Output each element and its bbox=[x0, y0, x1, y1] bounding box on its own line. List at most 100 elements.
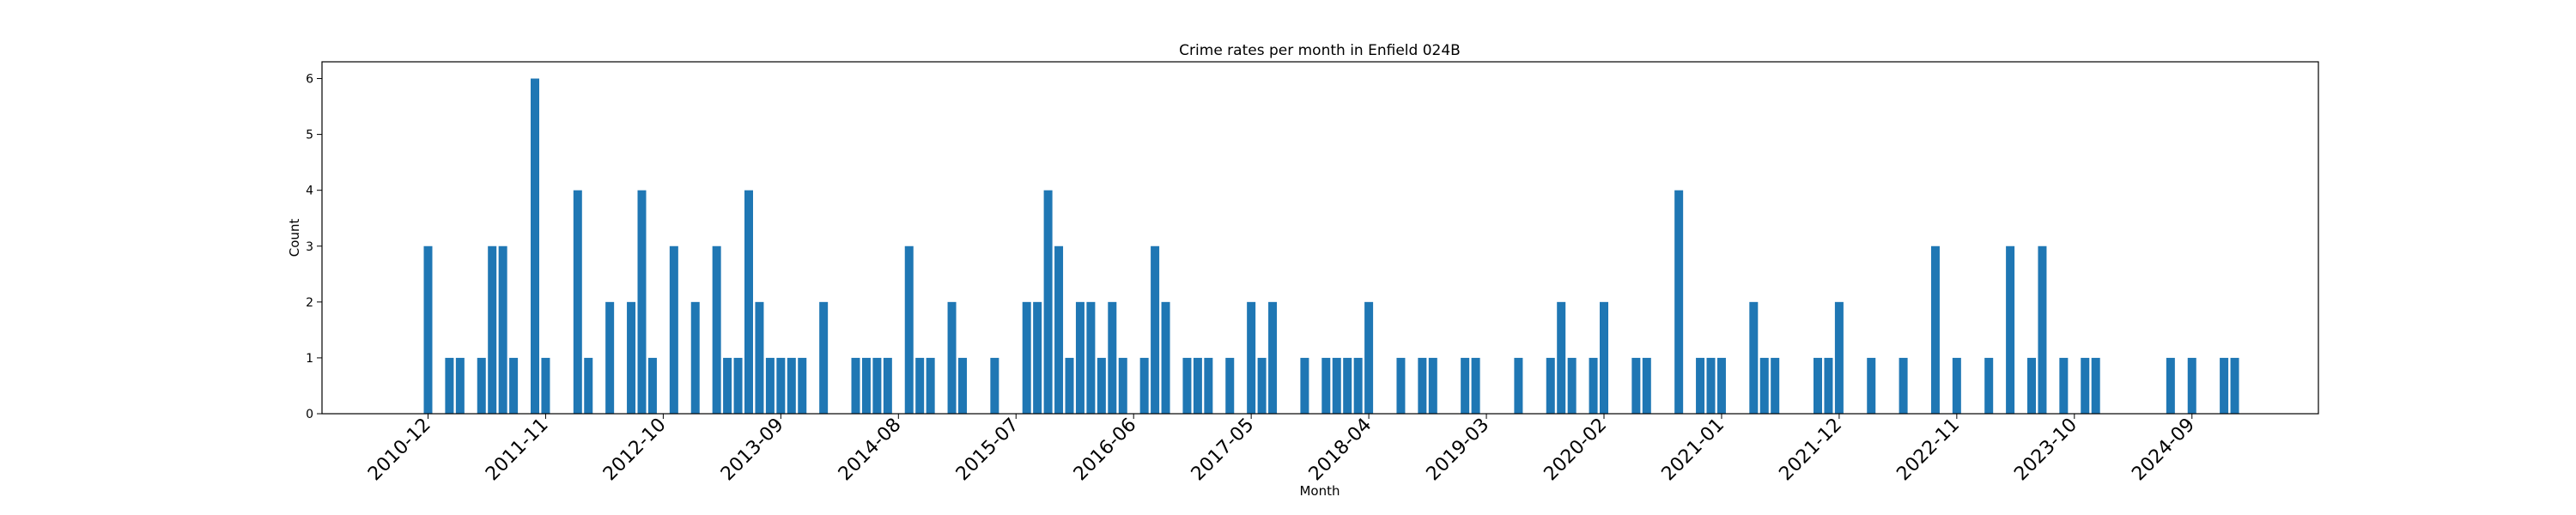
bar-2011-03 bbox=[455, 357, 465, 414]
y-tick-label: 5 bbox=[306, 129, 313, 142]
bar-2015-02 bbox=[958, 357, 967, 414]
bar-2011-02 bbox=[445, 357, 454, 414]
bar-2020-06 bbox=[1642, 357, 1651, 414]
bar-2012-11 bbox=[669, 245, 678, 414]
bar-2016-05 bbox=[1118, 357, 1127, 414]
bar-2015-01 bbox=[947, 301, 957, 414]
bar-2020-12 bbox=[1706, 357, 1716, 414]
bar-2014-09 bbox=[904, 245, 914, 414]
bar-2021-12 bbox=[1834, 301, 1844, 414]
y-tick-label: 6 bbox=[306, 73, 313, 87]
bar-2019-02 bbox=[1471, 357, 1480, 414]
y-tick-label: 4 bbox=[306, 185, 313, 198]
x-axis-label: Month bbox=[1299, 483, 1340, 499]
bar-2018-04 bbox=[1364, 301, 1374, 414]
bar-2017-06 bbox=[1257, 357, 1267, 414]
bar-2018-03 bbox=[1353, 357, 1363, 414]
bar-2011-07 bbox=[498, 245, 507, 414]
x-tick-label: 2018-04 bbox=[1305, 415, 1376, 486]
bar-2024-07 bbox=[2166, 357, 2175, 414]
bar-2015-08 bbox=[1022, 301, 1031, 414]
bar-2016-08 bbox=[1151, 245, 1160, 414]
bar-2011-06 bbox=[488, 245, 497, 414]
bar-2021-06 bbox=[1771, 357, 1780, 414]
bar-2013-11 bbox=[798, 357, 807, 414]
bar-2013-06 bbox=[744, 190, 753, 414]
x-axis: 2010-12 2011-11 2012-10 2013-09 2014-08 2015-… bbox=[364, 414, 2199, 485]
bar-2016-12 bbox=[1193, 357, 1202, 414]
x-tick-label: 2017-05 bbox=[1188, 415, 1259, 486]
x-tick-label: 2021-12 bbox=[1775, 415, 1846, 486]
bar-2012-07 bbox=[627, 301, 636, 414]
bar-2023-06 bbox=[2027, 357, 2036, 414]
bar-2013-09 bbox=[776, 357, 786, 414]
bar-2015-11 bbox=[1054, 245, 1064, 414]
x-tick-label: 2022-11 bbox=[1893, 415, 1964, 486]
bar-2023-12 bbox=[2091, 357, 2100, 414]
bar-2016-07 bbox=[1139, 357, 1149, 414]
bar-2014-01 bbox=[819, 301, 829, 414]
bar-2018-02 bbox=[1343, 357, 1352, 414]
bar-2011-11 bbox=[541, 357, 550, 414]
bar-2017-12 bbox=[1321, 357, 1331, 414]
bar-2021-05 bbox=[1759, 357, 1769, 414]
bar-2020-02 bbox=[1600, 301, 1608, 414]
x-tick-label: 2010-12 bbox=[364, 415, 435, 486]
bar-2017-07 bbox=[1268, 301, 1278, 414]
x-tick-label: 2013-09 bbox=[717, 415, 788, 486]
bar-2016-11 bbox=[1182, 357, 1192, 414]
bar-2015-12 bbox=[1065, 357, 1074, 414]
x-tick-label: 2023-10 bbox=[2010, 415, 2081, 486]
x-tick-label: 2014-08 bbox=[835, 415, 906, 486]
bar-2015-09 bbox=[1033, 301, 1042, 414]
bar-2016-01 bbox=[1075, 301, 1084, 414]
bar-2013-07 bbox=[755, 301, 764, 414]
bar-2022-09 bbox=[1930, 245, 1940, 414]
bar-2024-12 bbox=[2220, 357, 2229, 414]
x-tick-label: 2015-07 bbox=[952, 415, 1024, 486]
bar-2016-09 bbox=[1161, 301, 1170, 414]
bar-2013-04 bbox=[723, 357, 732, 414]
bar-2019-09 bbox=[1546, 357, 1555, 414]
bar-2014-04 bbox=[851, 357, 860, 414]
bar-2013-01 bbox=[690, 301, 700, 414]
bar-2024-09 bbox=[2187, 357, 2196, 414]
bar-2016-04 bbox=[1108, 301, 1117, 414]
bar-2022-06 bbox=[1899, 357, 1908, 414]
bar-2012-02 bbox=[573, 190, 582, 414]
y-tick-label: 1 bbox=[306, 352, 313, 366]
bar-2017-03 bbox=[1225, 357, 1235, 414]
bar-2023-02 bbox=[1984, 357, 1994, 414]
bar-2018-01 bbox=[1332, 357, 1341, 414]
bar-2023-09 bbox=[2059, 357, 2069, 414]
bar-2011-08 bbox=[509, 357, 519, 414]
y-tick-label: 2 bbox=[306, 296, 313, 310]
bar-2018-10 bbox=[1428, 357, 1437, 414]
bar-2019-06 bbox=[1514, 357, 1523, 414]
bar-2018-07 bbox=[1396, 357, 1406, 414]
x-tick-label: 2011-11 bbox=[482, 415, 553, 486]
bar-2020-01 bbox=[1589, 357, 1598, 414]
bar-2017-10 bbox=[1300, 357, 1309, 414]
chart-title: Crime rates per month in Enfield 024B bbox=[1179, 42, 1461, 59]
x-tick-label: 2024-09 bbox=[2128, 415, 2199, 486]
bar-2010-12 bbox=[423, 245, 433, 414]
bar-2017-05 bbox=[1247, 301, 1256, 414]
bar-2014-07 bbox=[883, 357, 892, 414]
bar-2019-10 bbox=[1557, 301, 1566, 414]
bar-2023-11 bbox=[2081, 357, 2090, 414]
x-tick-label: 2020-02 bbox=[1540, 415, 1612, 486]
bar-2022-11 bbox=[1952, 357, 1961, 414]
bar-2011-10 bbox=[531, 78, 539, 415]
bar-2018-09 bbox=[1418, 357, 1427, 414]
bar-2025-01 bbox=[2230, 357, 2239, 414]
bar-2020-09 bbox=[1674, 190, 1684, 414]
bar-2012-05 bbox=[605, 301, 615, 414]
bar-2021-01 bbox=[1716, 357, 1726, 414]
bar-2017-01 bbox=[1204, 357, 1213, 414]
bar-2012-08 bbox=[637, 190, 647, 414]
x-tick-label: 2012-10 bbox=[599, 415, 671, 486]
bar-2020-11 bbox=[1696, 357, 1705, 414]
bar-2012-03 bbox=[584, 357, 593, 414]
